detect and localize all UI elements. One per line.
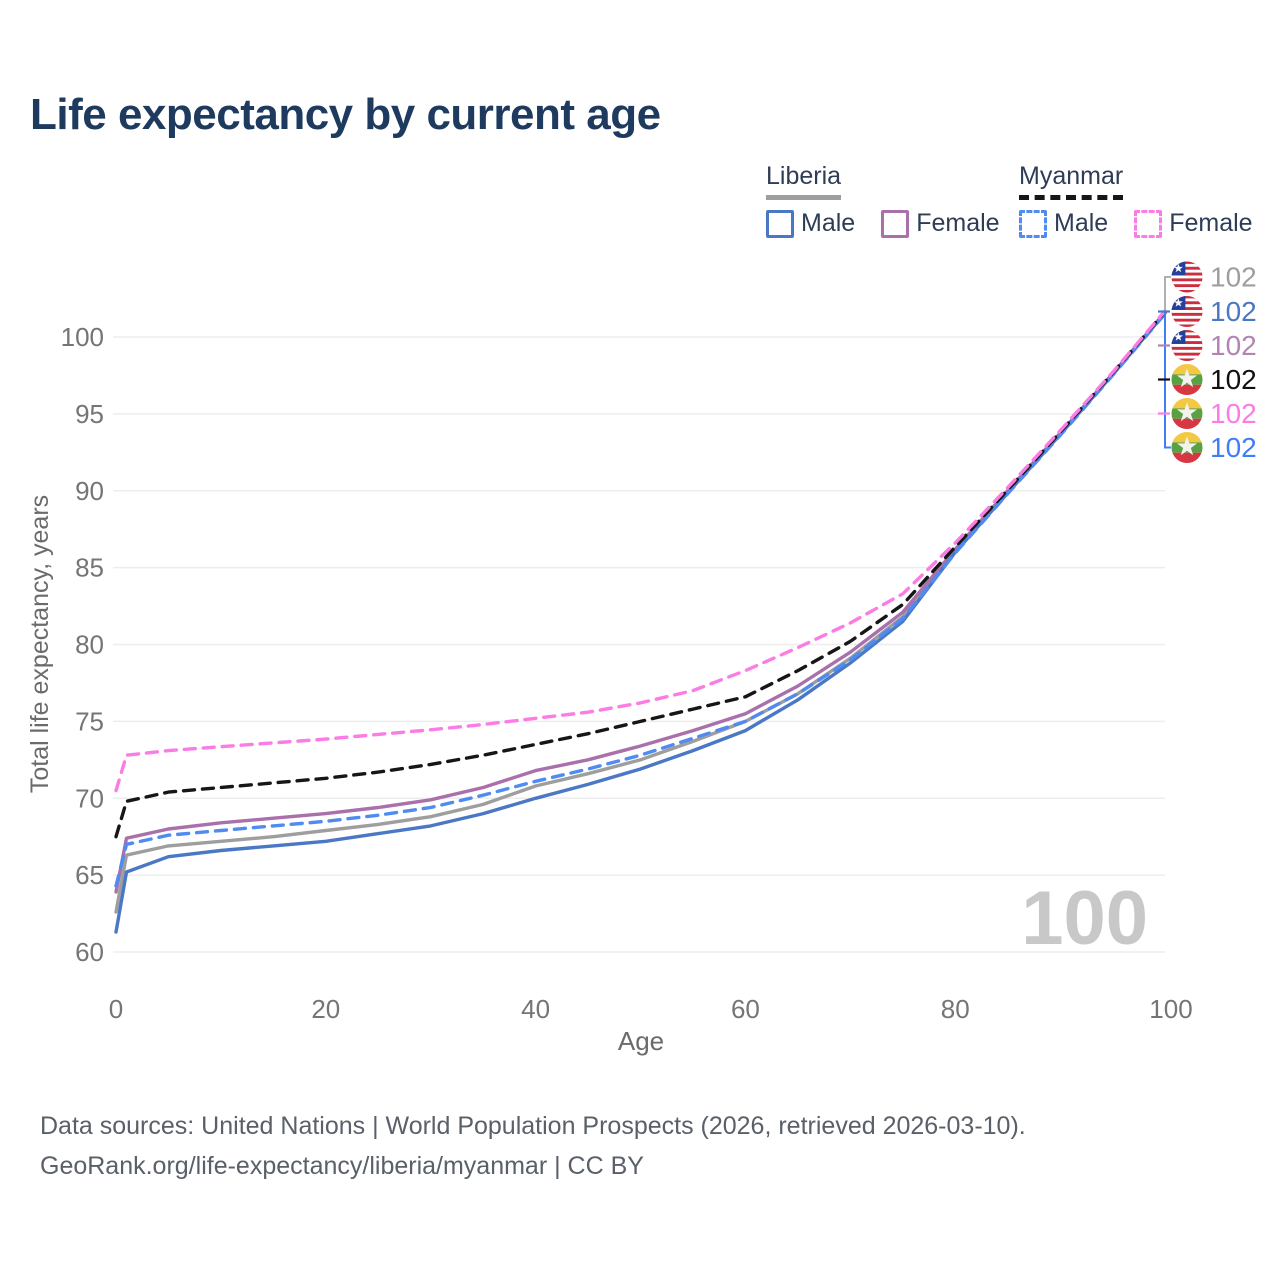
series-line-liberia-both-sexes[interactable]: [114, 310, 1167, 914]
end-label-connectors: [1158, 276, 1171, 449]
legend-swatch-myanmar-female: [1134, 209, 1163, 238]
x-tick-0: 0: [109, 994, 123, 1024]
end-value-myanmar-male: 102: [1210, 432, 1257, 463]
x-tick-20: 20: [311, 994, 340, 1024]
legend-swatch-liberia-male: [766, 209, 794, 238]
myanmar-flag-icon: [1171, 364, 1203, 396]
legend-label-liberia-male: Male: [801, 209, 856, 237]
y-tick-60: 60: [75, 937, 104, 967]
connector-bracket-bottom: [1164, 312, 1171, 449]
x-tick-60: 60: [731, 994, 760, 1024]
series-lines: [114, 309, 1167, 934]
legend-item-liberia-female[interactable]: Female: [881, 209, 1000, 238]
x-tick-100: 100: [1149, 994, 1192, 1024]
series-line-liberia-female[interactable]: [114, 310, 1167, 894]
footer: Data sources: United Nations | World Pop…: [40, 1106, 1026, 1186]
footer-data-sources: Data sources: United Nations | World Pop…: [40, 1112, 1026, 1140]
series-line-liberia-male[interactable]: [114, 311, 1167, 934]
y-axis-title: Total life expectancy, years: [26, 495, 54, 793]
y-tick-85: 85: [75, 553, 104, 583]
legend-label-myanmar-male: Male: [1054, 209, 1109, 237]
page-title: Life expectancy by current age: [30, 90, 661, 139]
axis-labels: 60 65 70 75 80 85 90 95 100 0 20 40 60 80 100 Age Total …: [26, 322, 1193, 1056]
y-tick-75: 75: [75, 706, 104, 736]
legend-group-liberia: Liberia Male Female: [766, 162, 1026, 238]
myanmar-flag-icon: [1171, 398, 1203, 430]
y-tick-90: 90: [75, 476, 104, 506]
y-tick-70: 70: [75, 783, 104, 813]
y-tick-100: 100: [61, 322, 104, 352]
series-line-myanmar-male[interactable]: [114, 312, 1167, 888]
legend-item-liberia-male[interactable]: Male: [766, 209, 855, 238]
x-tick-40: 40: [521, 994, 550, 1024]
legend-myanmar-line-swatch: [1019, 195, 1124, 200]
legend-swatch-liberia-female: [881, 209, 910, 238]
legend-group-liberia-header[interactable]: Liberia: [766, 162, 842, 200]
end-value-liberia-male: 102: [1210, 296, 1257, 327]
end-value-liberia-female: 102: [1210, 330, 1257, 361]
hover-age-watermark: 100: [1021, 876, 1148, 961]
legend-group-liberia-name: Liberia: [766, 162, 842, 190]
legend-label-liberia-female: Female: [916, 209, 1000, 237]
legend-item-myanmar-male[interactable]: Male: [1019, 209, 1108, 238]
y-tick-95: 95: [75, 399, 104, 429]
myanmar-flag-icon: [1171, 432, 1203, 464]
series-line-myanmar-female[interactable]: [114, 309, 1167, 793]
end-value-liberia-both-sexes: 102: [1210, 262, 1257, 293]
end-value-myanmar-both-sexes: 102: [1210, 364, 1257, 395]
legend-group-myanmar: Myanmar Male Female: [1019, 162, 1279, 238]
x-axis-title: Age: [618, 1026, 664, 1056]
liberia-flag-icon: [1171, 296, 1203, 328]
legend-liberia-line-swatch: [766, 195, 842, 200]
legend-label-myanmar-female: Female: [1169, 209, 1253, 237]
gridlines: [113, 336, 1165, 953]
y-tick-80: 80: [75, 630, 104, 660]
legend-group-myanmar-name: Myanmar: [1019, 162, 1124, 190]
y-tick-65: 65: [75, 860, 104, 890]
liberia-flag-icon: [1171, 330, 1203, 362]
watermark-age-value: 100: [1021, 876, 1148, 961]
legend-item-myanmar-female[interactable]: Female: [1134, 209, 1253, 238]
x-tick-80: 80: [941, 994, 970, 1024]
series-line-myanmar-both-sexes[interactable]: [114, 309, 1167, 839]
legend-swatch-myanmar-male: [1019, 209, 1047, 238]
legend-group-myanmar-header[interactable]: Myanmar: [1019, 162, 1124, 200]
end-value-myanmar-female: 102: [1210, 398, 1257, 429]
footer-attribution-url: GeoRank.org/life-expectancy/liberia/myan…: [40, 1152, 644, 1180]
connector-bracket-top: [1164, 276, 1171, 313]
liberia-flag-icon: [1171, 261, 1203, 293]
